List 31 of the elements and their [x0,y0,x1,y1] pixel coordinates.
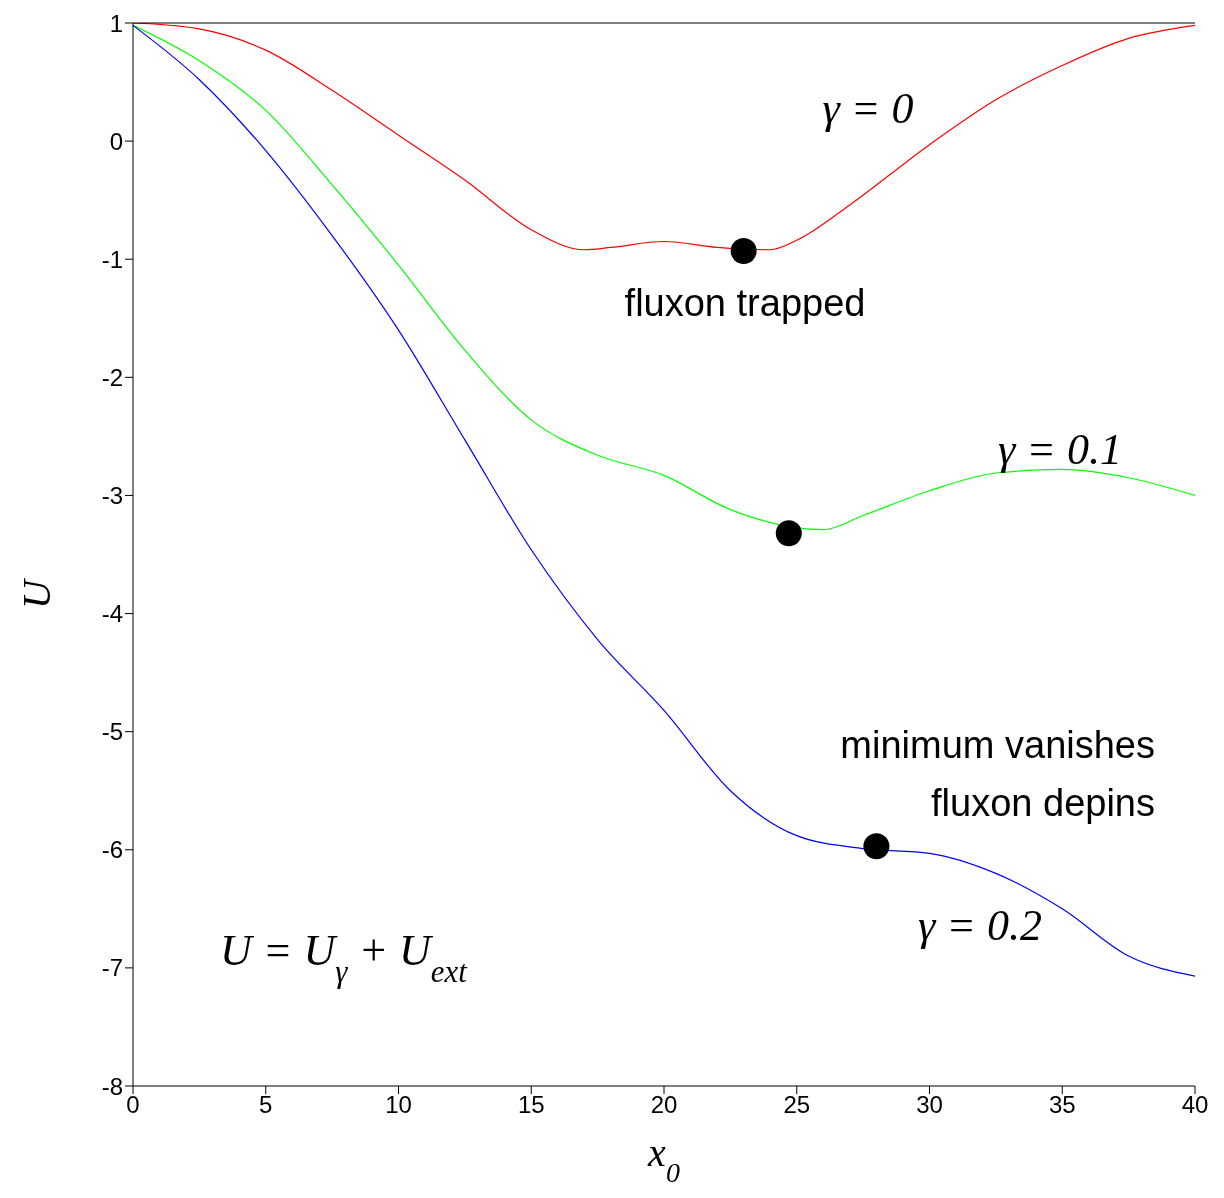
x-tick-label: 35 [1048,1091,1076,1119]
y-tick-label: 0 [109,127,123,155]
annotation: γ = 0.2 [917,901,1043,950]
annotation: fluxon depins [931,782,1155,824]
annotation: fluxon trapped [624,282,866,324]
y-tick-label: -5 [101,718,123,746]
annotation: U = U$_{γ}$ + U$_{ext}$ [220,926,469,989]
annotation: minimum vanishes [840,724,1155,766]
point [730,237,757,264]
x-tick-label: 10 [385,1091,412,1119]
y-tick-label: -6 [101,836,123,864]
point [775,520,802,547]
x-tick-label: 40 [1181,1091,1209,1119]
y-tick-label: -1 [101,245,123,273]
y-tick-label: -2 [101,363,123,391]
y-tick-label: -4 [101,600,123,628]
y-tick-label: -7 [101,954,123,982]
x-tick-label: 30 [916,1091,943,1119]
x-tick-label: 5 [259,1091,273,1119]
x-tick-label: 25 [783,1091,811,1119]
y-axis-title: U [14,576,59,609]
y-tick-label: 1 [109,9,123,37]
x-tick-label: 0 [126,1091,140,1119]
y-tick-label: -3 [101,481,123,509]
annotation: γ = 0.1 [997,425,1123,474]
point [863,833,890,860]
annotation: γ = 0 [822,84,914,133]
x-tick-label: 15 [517,1091,545,1119]
x-tick-label: 20 [650,1091,678,1119]
y-tick-label: -8 [101,1072,123,1100]
x-axis-title: x$_{0}$ [647,1130,680,1188]
